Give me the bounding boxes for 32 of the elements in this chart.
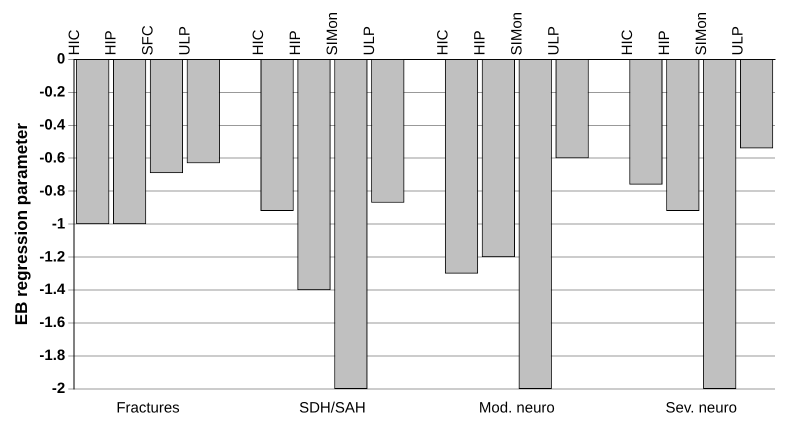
y-tick-label: -1.2 <box>39 248 66 266</box>
x-tick-label: ULP <box>360 26 378 56</box>
y-tick-label: -0.4 <box>39 116 66 134</box>
y-tick-label: -1.4 <box>39 281 66 298</box>
x-tick-label: HIC <box>250 29 268 56</box>
text: SDH/SAH <box>299 400 366 417</box>
x-tick-label: SIMon <box>324 12 341 56</box>
y-axis-title: EB regression parameter <box>12 122 31 326</box>
y-tick-label: -0.2 <box>39 83 66 100</box>
y-tick-label: 0 <box>56 50 66 68</box>
text: Mod. neuro <box>478 400 555 417</box>
x-tick-label: ULP <box>545 26 562 56</box>
y-tick-label: -1.6 <box>39 314 66 332</box>
y-tick-label: -0.8 <box>39 182 66 200</box>
x-tick-label: HIP <box>472 30 489 56</box>
x-tick-label: HIC <box>619 29 636 56</box>
x-tick-label: ULP <box>730 26 747 56</box>
y-tick-label: -0.6 <box>39 149 66 166</box>
x-tick-label: HIP <box>287 30 304 56</box>
x-tick-label: HIP <box>656 30 673 56</box>
text: Sev. neuro <box>666 400 737 417</box>
x-tick-label: HIC <box>66 29 83 56</box>
x-tick-label: SFC <box>140 25 157 56</box>
y-tick-label: -1 <box>52 215 66 232</box>
x-tick-label: SIMon <box>508 12 526 56</box>
x-tick-label: ULP <box>176 26 194 56</box>
x-tick-label: HIC <box>434 29 452 56</box>
text: Fractures <box>116 400 180 417</box>
y-tick-label: -1.8 <box>39 347 66 364</box>
x-tick-label: SIMon <box>692 12 710 56</box>
y-tick-label: -2 <box>52 380 66 398</box>
x-tick-label: HIP <box>102 30 120 56</box>
